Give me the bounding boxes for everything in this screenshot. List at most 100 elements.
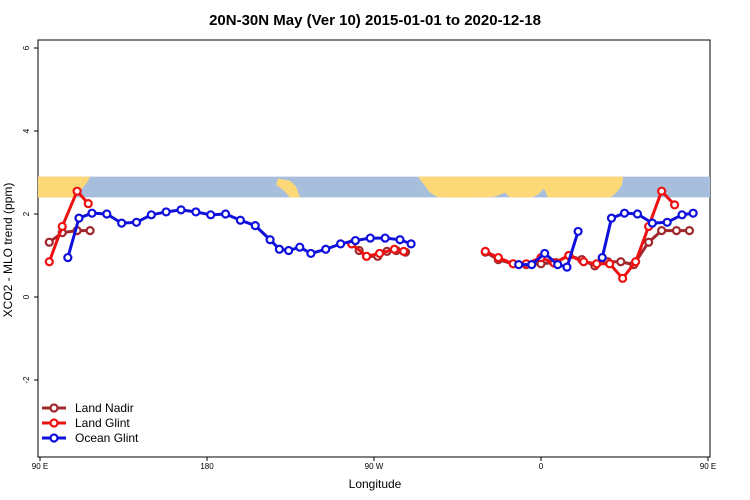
data-point (579, 257, 589, 267)
x-tick-label: 90 W (365, 462, 384, 471)
data-point (540, 248, 550, 259)
y-tick-label: 4 (22, 128, 31, 133)
x-tick-label: 0 (539, 462, 544, 471)
series-layer (44, 186, 698, 283)
data-point (619, 208, 630, 218)
data-point (616, 257, 626, 267)
data-point (688, 208, 698, 218)
data-point (74, 213, 84, 223)
data-point (573, 226, 583, 237)
data-point (677, 210, 687, 220)
map-landmass (450, 190, 470, 198)
y-axis-title: XCO2 - MLO trend (ppm) (1, 183, 15, 318)
data-point (618, 273, 628, 283)
data-point (657, 226, 667, 236)
data-point (161, 207, 171, 217)
y-tick-label: 2 (22, 211, 31, 216)
data-point (321, 244, 331, 254)
data-point (374, 248, 385, 259)
legend-item: Land Nadir (42, 401, 134, 415)
data-point (662, 217, 672, 227)
data-point (631, 257, 641, 267)
data-point (380, 233, 390, 243)
data-point (399, 246, 409, 256)
data-point (72, 186, 82, 196)
series-line (600, 211, 694, 258)
data-point (63, 252, 73, 263)
data-point (220, 209, 231, 219)
plot-frame (37, 39, 711, 458)
data-point (514, 260, 524, 270)
data-point (361, 251, 372, 261)
data-point (597, 252, 607, 263)
data-point (562, 262, 572, 272)
legend-swatch-marker (49, 418, 59, 428)
data-point (336, 239, 346, 249)
data-point (250, 221, 260, 231)
x-tick-label: 90 E (700, 462, 716, 471)
data-point (553, 260, 563, 270)
data-point (235, 215, 245, 225)
data-point (85, 226, 95, 236)
legend-swatch-marker (49, 433, 59, 443)
series-line (47, 189, 90, 263)
data-point (44, 237, 54, 247)
data-point (284, 245, 294, 256)
data-point (406, 239, 416, 249)
data-point (606, 213, 617, 223)
y-tick-label: 6 (22, 45, 31, 50)
data-point (527, 260, 537, 270)
data-point (146, 210, 156, 220)
y-tick-label: 0 (22, 294, 31, 299)
data-point (131, 217, 142, 227)
series-land-glint (44, 186, 680, 283)
series-ocean-glint (63, 205, 698, 272)
data-point (44, 257, 54, 267)
data-point (57, 221, 67, 232)
data-point (647, 218, 657, 228)
x-axis-title: Longitude (349, 477, 402, 491)
data-point (274, 244, 284, 254)
series-line (48, 229, 91, 244)
data-point (87, 208, 97, 218)
data-point (684, 226, 695, 236)
chart-title: 20N-30N May (Ver 10) 2015-01-01 to 2020-… (209, 12, 541, 29)
data-point (206, 210, 216, 220)
world-map-strip (38, 176, 710, 198)
data-point (644, 237, 654, 247)
data-point (669, 200, 680, 210)
legend-item: Ocean Glint (42, 431, 139, 445)
y-axis: -2 0 2 4 6 (22, 45, 38, 384)
data-point (83, 199, 93, 209)
legend-item: Land Glint (42, 416, 130, 430)
data-point (657, 186, 667, 196)
map-landmass (418, 176, 623, 198)
x-tick-label: 90 E (32, 462, 48, 471)
data-point (480, 246, 490, 256)
data-point (389, 244, 400, 254)
map-landmass (276, 178, 300, 198)
data-point (632, 209, 643, 219)
data-point (306, 248, 316, 259)
y-tick-label: -2 (22, 376, 31, 384)
data-point (102, 209, 112, 219)
data-point (592, 259, 602, 269)
data-point (605, 259, 615, 269)
data-point (350, 235, 361, 246)
x-tick-label: 180 (200, 462, 214, 471)
legend-label: Land Glint (75, 416, 130, 430)
data-point (493, 252, 503, 263)
data-point (395, 235, 405, 245)
legend-label: Ocean Glint (75, 431, 139, 445)
data-point (176, 205, 186, 215)
data-point (365, 233, 375, 243)
data-point (265, 235, 275, 245)
data-point (295, 242, 305, 252)
data-point (191, 207, 201, 217)
legend-swatch-marker (49, 403, 59, 413)
data-point (117, 218, 127, 228)
data-point (671, 226, 682, 236)
